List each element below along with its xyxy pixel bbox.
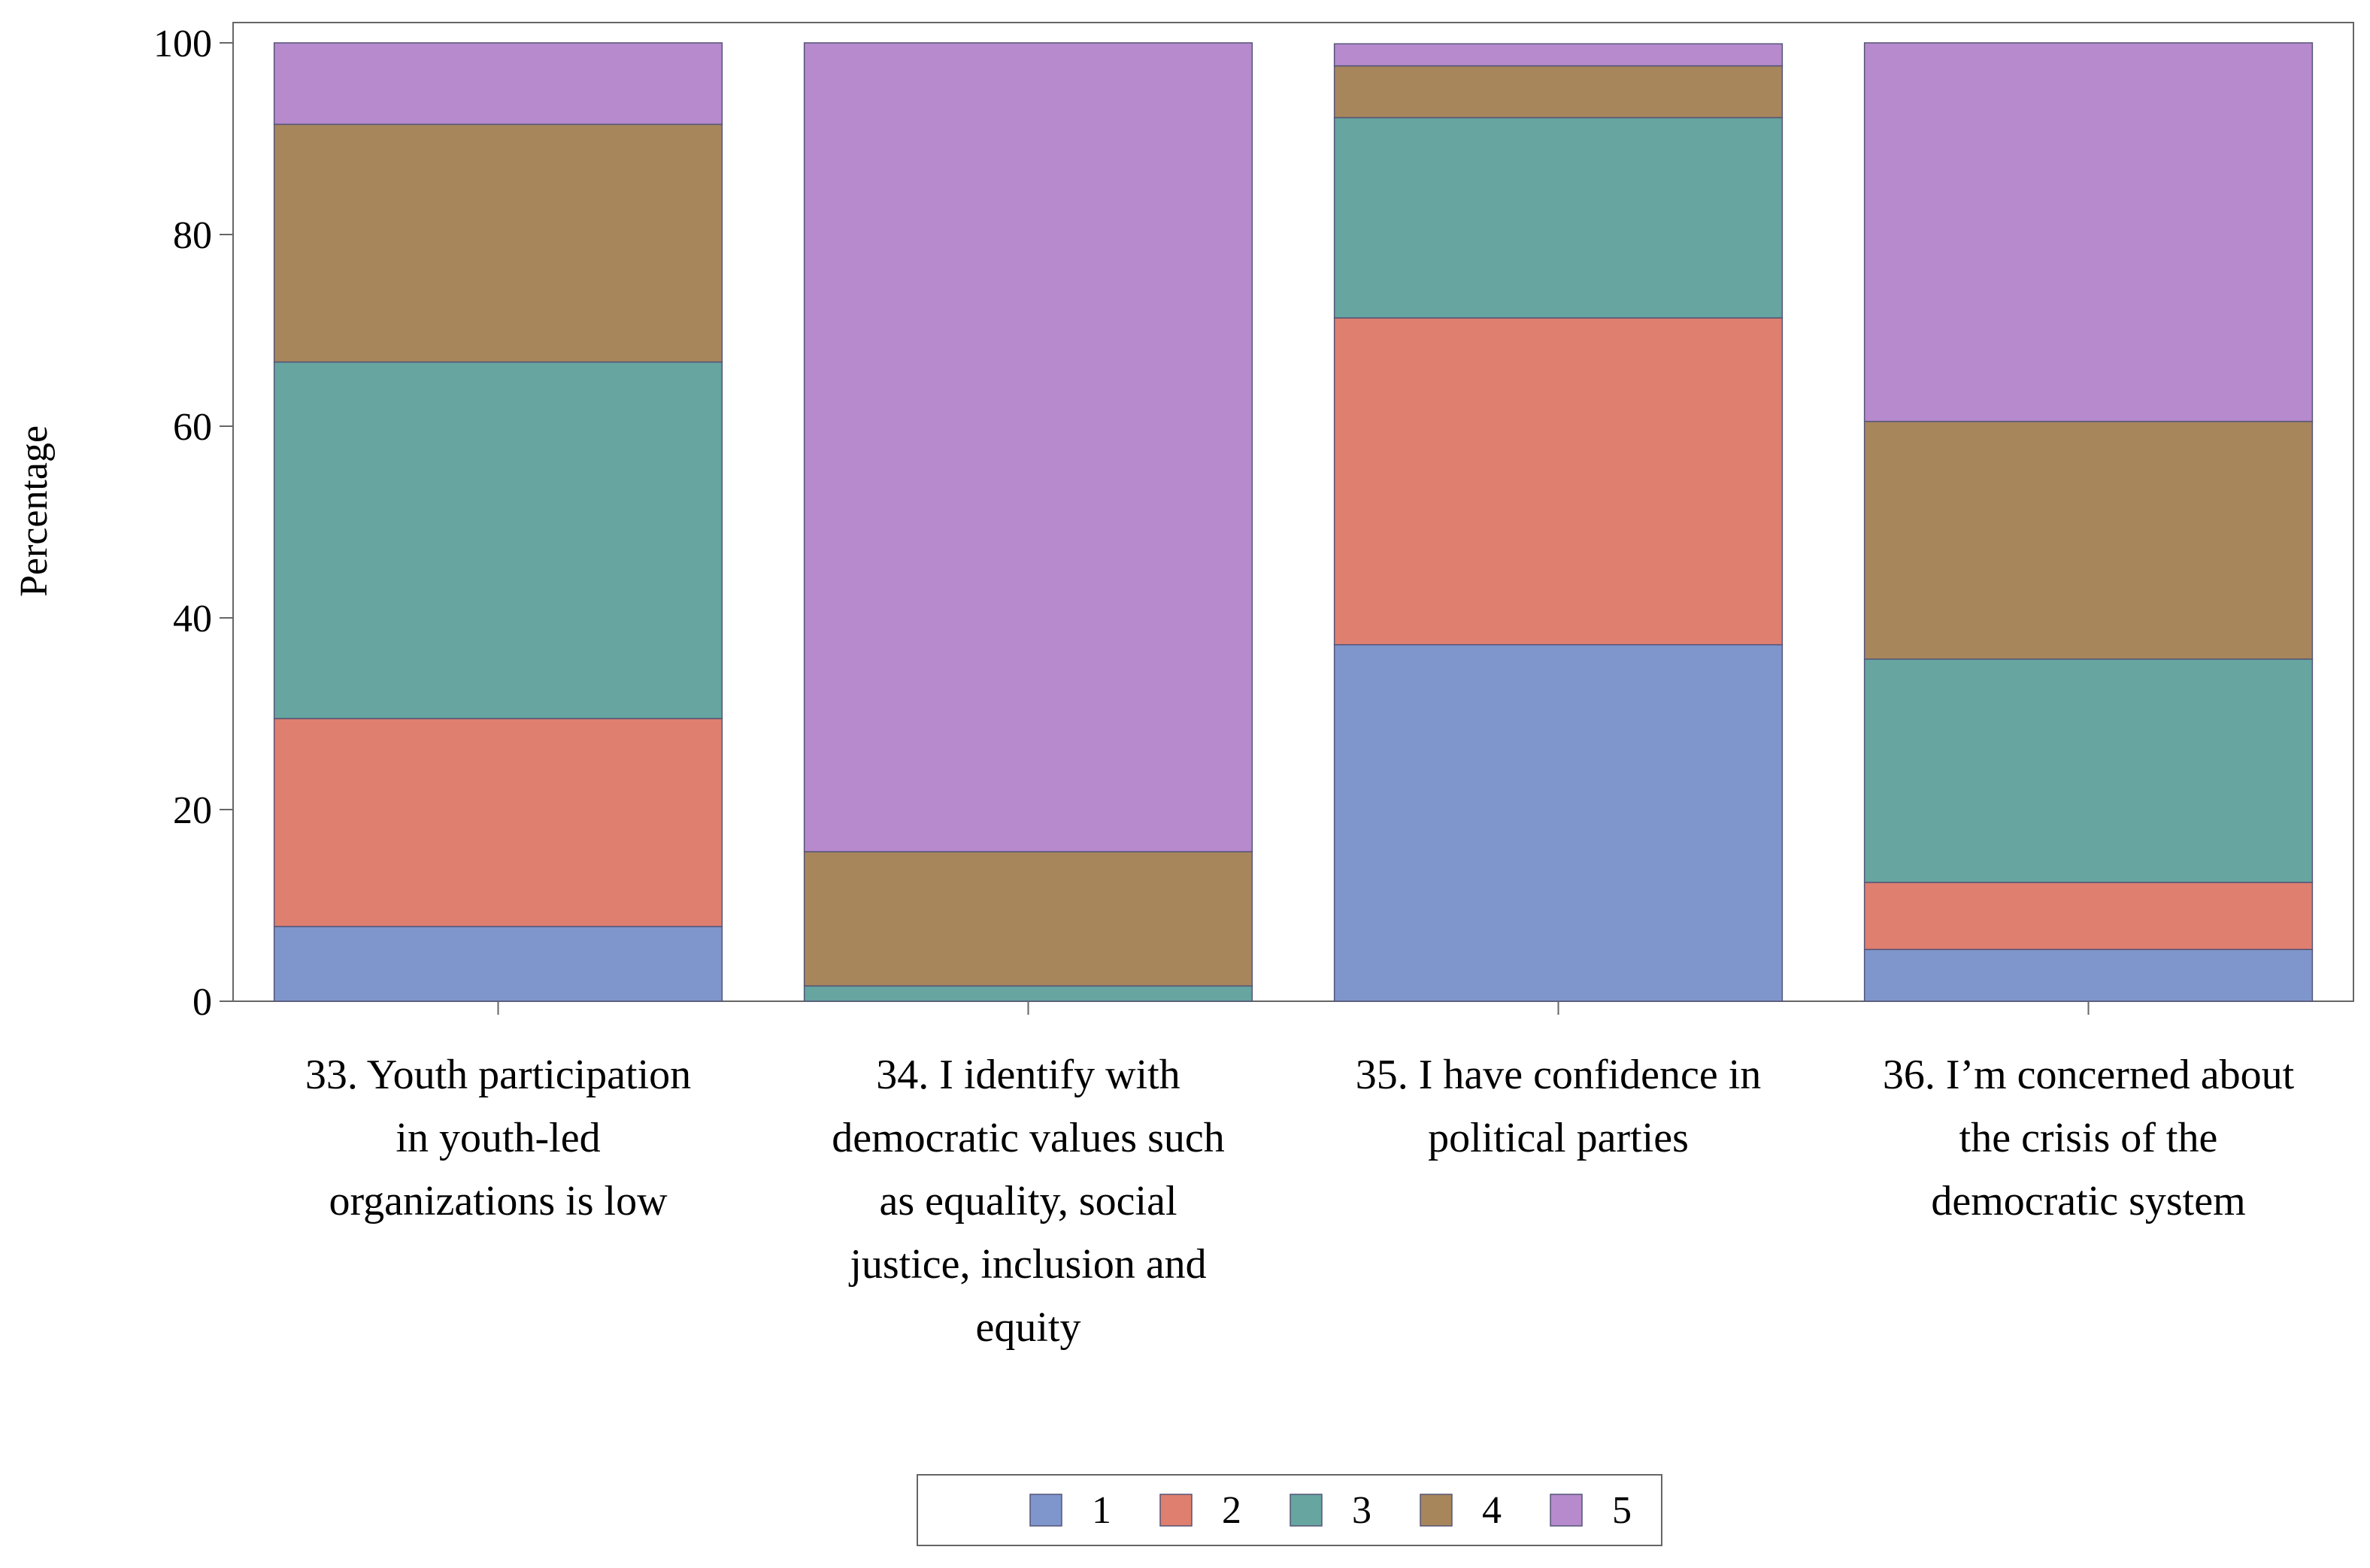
bar-segment-cat3-series2 bbox=[1333, 317, 1784, 646]
legend-label-2: 2 bbox=[1222, 1489, 1241, 1532]
bar-segment-cat1-series3 bbox=[273, 361, 723, 719]
bar-segment-cat1-series4 bbox=[273, 123, 723, 363]
legend-swatch-4 bbox=[1420, 1494, 1453, 1527]
y-tick-label: 80 bbox=[173, 214, 212, 257]
legend-label-4: 4 bbox=[1482, 1489, 1502, 1532]
bar-segment-cat4-series5 bbox=[1863, 42, 2314, 422]
bar-segment-cat4-series2 bbox=[1863, 882, 2314, 950]
bar-segment-cat3-series3 bbox=[1333, 117, 1784, 319]
bar-segment-cat2-series4 bbox=[803, 851, 1253, 987]
y-tick-label: 40 bbox=[173, 598, 212, 640]
x-category-label-line: 35. I have confidence in bbox=[1356, 1052, 1762, 1098]
y-tick-label: 0 bbox=[192, 981, 212, 1024]
legend-label-1: 1 bbox=[1092, 1489, 1111, 1532]
bar-segment-cat4-series1 bbox=[1863, 949, 2314, 1002]
y-axis: 0 20 40 60 80 100 bbox=[153, 23, 233, 1024]
legend-label-3: 3 bbox=[1352, 1489, 1371, 1532]
plot-frame bbox=[232, 22, 2354, 1002]
x-category-label-line: 34. I identify with bbox=[876, 1052, 1180, 1098]
bar-segment-cat1-series1 bbox=[273, 925, 723, 1002]
legend-swatch-2 bbox=[1159, 1494, 1193, 1527]
x-category-label: 35. I have confidence in political partie… bbox=[1356, 1052, 1762, 1161]
bar-segment-cat3-series4 bbox=[1333, 65, 1784, 119]
legend-label-5: 5 bbox=[1612, 1489, 1632, 1532]
x-axis: 33. Youth participation in youth-led organ… bbox=[305, 1001, 2295, 1351]
x-category-label-line: democratic values such bbox=[832, 1115, 1224, 1161]
bar-segment-cat4-series4 bbox=[1863, 420, 2314, 660]
bar-segment-cat3-series5 bbox=[1333, 43, 1784, 67]
x-category-label-line: 36. I’m concerned about bbox=[1883, 1052, 2295, 1098]
legend-swatch-1 bbox=[1029, 1494, 1062, 1527]
bar-segment-cat2-series3 bbox=[803, 985, 1253, 1002]
x-category-label-line: organizations is low bbox=[329, 1178, 668, 1224]
x-category-label-line: justice, inclusion and bbox=[848, 1241, 1206, 1288]
x-category-label-line: democratic system bbox=[1931, 1178, 2245, 1224]
legend-frame bbox=[917, 1474, 1662, 1546]
x-category-label: 34. I identify with democratic values suc… bbox=[832, 1052, 1224, 1351]
bars-layer bbox=[273, 42, 2314, 1002]
bar-segment-cat1-series5 bbox=[273, 42, 723, 126]
x-category-label-line: 33. Youth participation bbox=[305, 1052, 691, 1098]
bar-segment-cat1-series2 bbox=[273, 718, 723, 928]
x-category-label-line: in youth-led bbox=[396, 1115, 600, 1161]
y-tick-label: 60 bbox=[173, 406, 212, 449]
x-category-label-line: the crisis of the bbox=[1959, 1115, 2218, 1161]
y-tick-label: 100 bbox=[153, 23, 212, 65]
y-tick-label: 20 bbox=[173, 789, 212, 832]
legend-swatch-5 bbox=[1550, 1494, 1583, 1527]
x-category-label-line: as equality, social bbox=[879, 1178, 1177, 1224]
bar-segment-cat3-series1 bbox=[1333, 643, 1784, 1002]
bar-segment-cat4-series3 bbox=[1863, 658, 2314, 883]
x-category-label-line: equity bbox=[976, 1304, 1081, 1351]
legend-swatch-3 bbox=[1290, 1494, 1323, 1527]
x-category-label-line: political parties bbox=[1428, 1115, 1689, 1161]
legend: 1 2 3 4 5 bbox=[917, 1474, 1662, 1546]
x-category-label: 33. Youth participation in youth-led organ… bbox=[305, 1052, 691, 1224]
bar-segment-cat2-series5 bbox=[803, 42, 1253, 852]
y-axis-label: Percentage bbox=[13, 425, 56, 597]
x-category-label: 36. I’m concerned about the crisis of the… bbox=[1883, 1052, 2295, 1224]
